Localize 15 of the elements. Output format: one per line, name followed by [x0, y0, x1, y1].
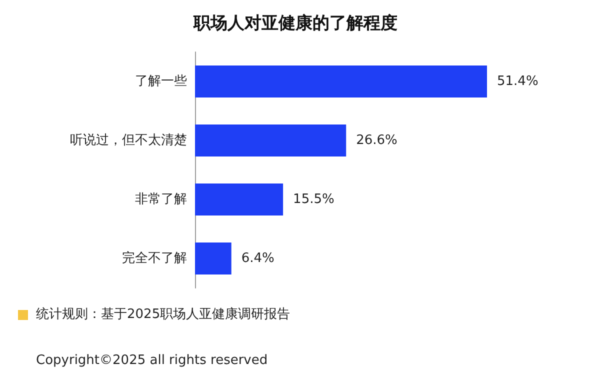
data-label: 51.4%	[497, 74, 538, 89]
data-label: 6.4%	[241, 251, 274, 266]
bar	[195, 242, 232, 274]
data-label: 15.5%	[293, 192, 334, 207]
y-tick-label: 非常了解	[135, 192, 187, 207]
bar	[195, 184, 284, 216]
text: 统计规则：基于2025职场人亚健康调研报告	[36, 307, 290, 322]
chart-title: 职场人对亚健康的了解程度	[192, 14, 398, 34]
text: Copyright©2025 all rights reserved	[36, 353, 268, 368]
data-label: 26.6%	[356, 133, 398, 148]
y-tick-label: 听说过，但不太清楚	[70, 133, 187, 148]
y-tick-label: 完全不了解	[122, 250, 187, 266]
bar	[195, 124, 346, 156]
bar	[195, 66, 487, 98]
y-tick-label: 了解一些	[135, 74, 187, 89]
